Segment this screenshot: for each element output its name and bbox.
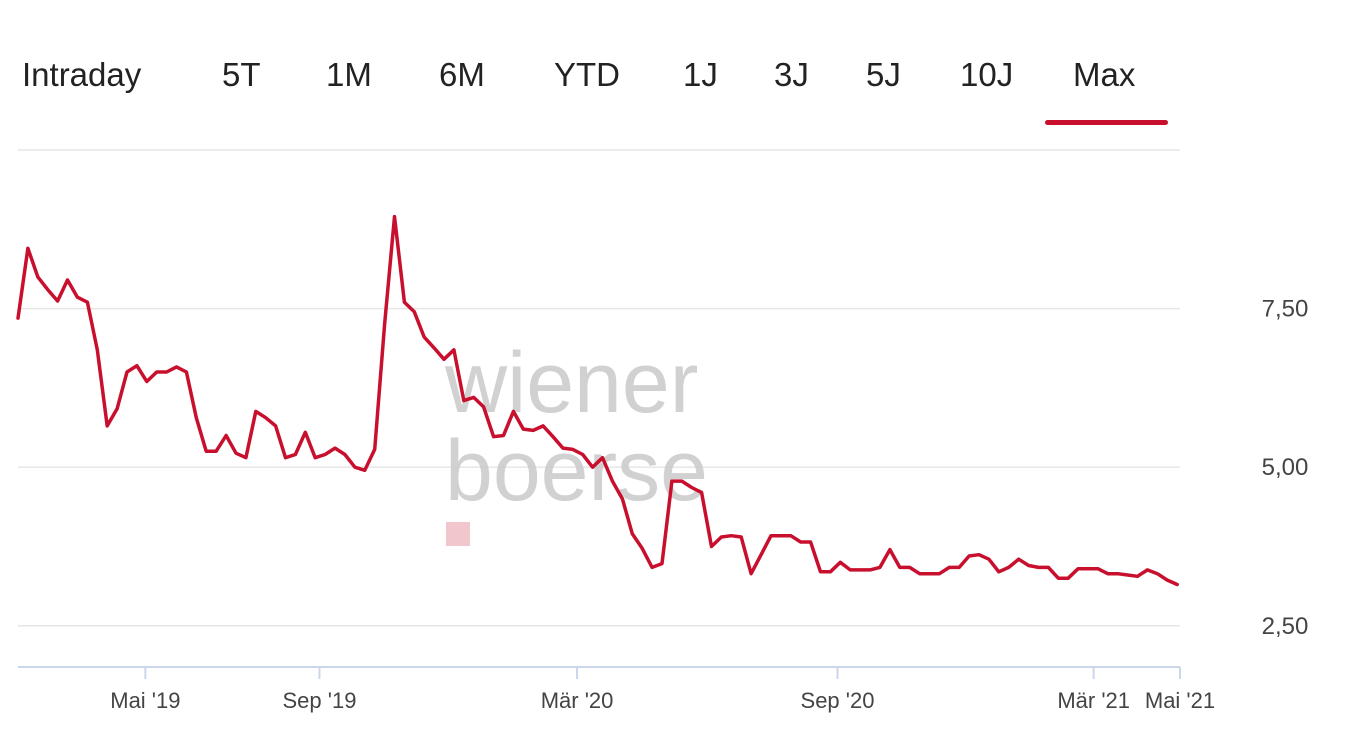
tab-intraday[interactable]: Intraday <box>22 56 142 93</box>
tab-10j[interactable]: 10J <box>960 56 1014 93</box>
tab-1j[interactable]: 1J <box>683 56 718 93</box>
tab-max[interactable]: Max <box>1073 56 1136 93</box>
active-tab-indicator <box>1045 120 1168 125</box>
watermark: wiener boerse <box>444 335 708 546</box>
watermark-logo-square <box>446 522 470 546</box>
tab-3j[interactable]: 3J <box>774 56 809 93</box>
tab-ytd[interactable]: YTD <box>554 56 620 93</box>
price-series-line <box>16 214 1179 587</box>
x-axis-labels: Mai '19 Sep '19 Mär '20 Sep '20 Mär '21 … <box>110 688 1215 713</box>
grid-lines <box>18 149 1180 627</box>
tab-5j[interactable]: 5J <box>866 56 901 93</box>
watermark-line-1: wiener <box>444 335 698 431</box>
y-axis-labels: 7,50 5,00 2,50 <box>1262 296 1309 640</box>
y-tick-label: 2,50 <box>1262 613 1309 640</box>
tab-5t[interactable]: 5T <box>222 56 261 93</box>
tab-6m[interactable]: 6M <box>439 56 485 93</box>
watermark-line-2: boerse <box>445 423 708 519</box>
x-axis <box>18 666 1181 679</box>
x-tick-label: Mai '19 <box>110 688 180 713</box>
x-tick-label: Mär '20 <box>541 688 614 713</box>
timeframe-tabs: Intraday 5T 1M 6M YTD 1J 3J 5J 10J Max <box>0 0 1200 130</box>
y-tick-label: 5,00 <box>1262 454 1309 481</box>
x-tick-label: Mai '21 <box>1145 688 1215 713</box>
x-tick-label: Sep '19 <box>283 688 357 713</box>
tab-1m[interactable]: 1M <box>326 56 372 93</box>
x-tick-label: Sep '20 <box>801 688 875 713</box>
x-tick-label: Mär '21 <box>1057 688 1130 713</box>
y-tick-label: 7,50 <box>1262 296 1309 323</box>
series-layer <box>16 214 1179 587</box>
